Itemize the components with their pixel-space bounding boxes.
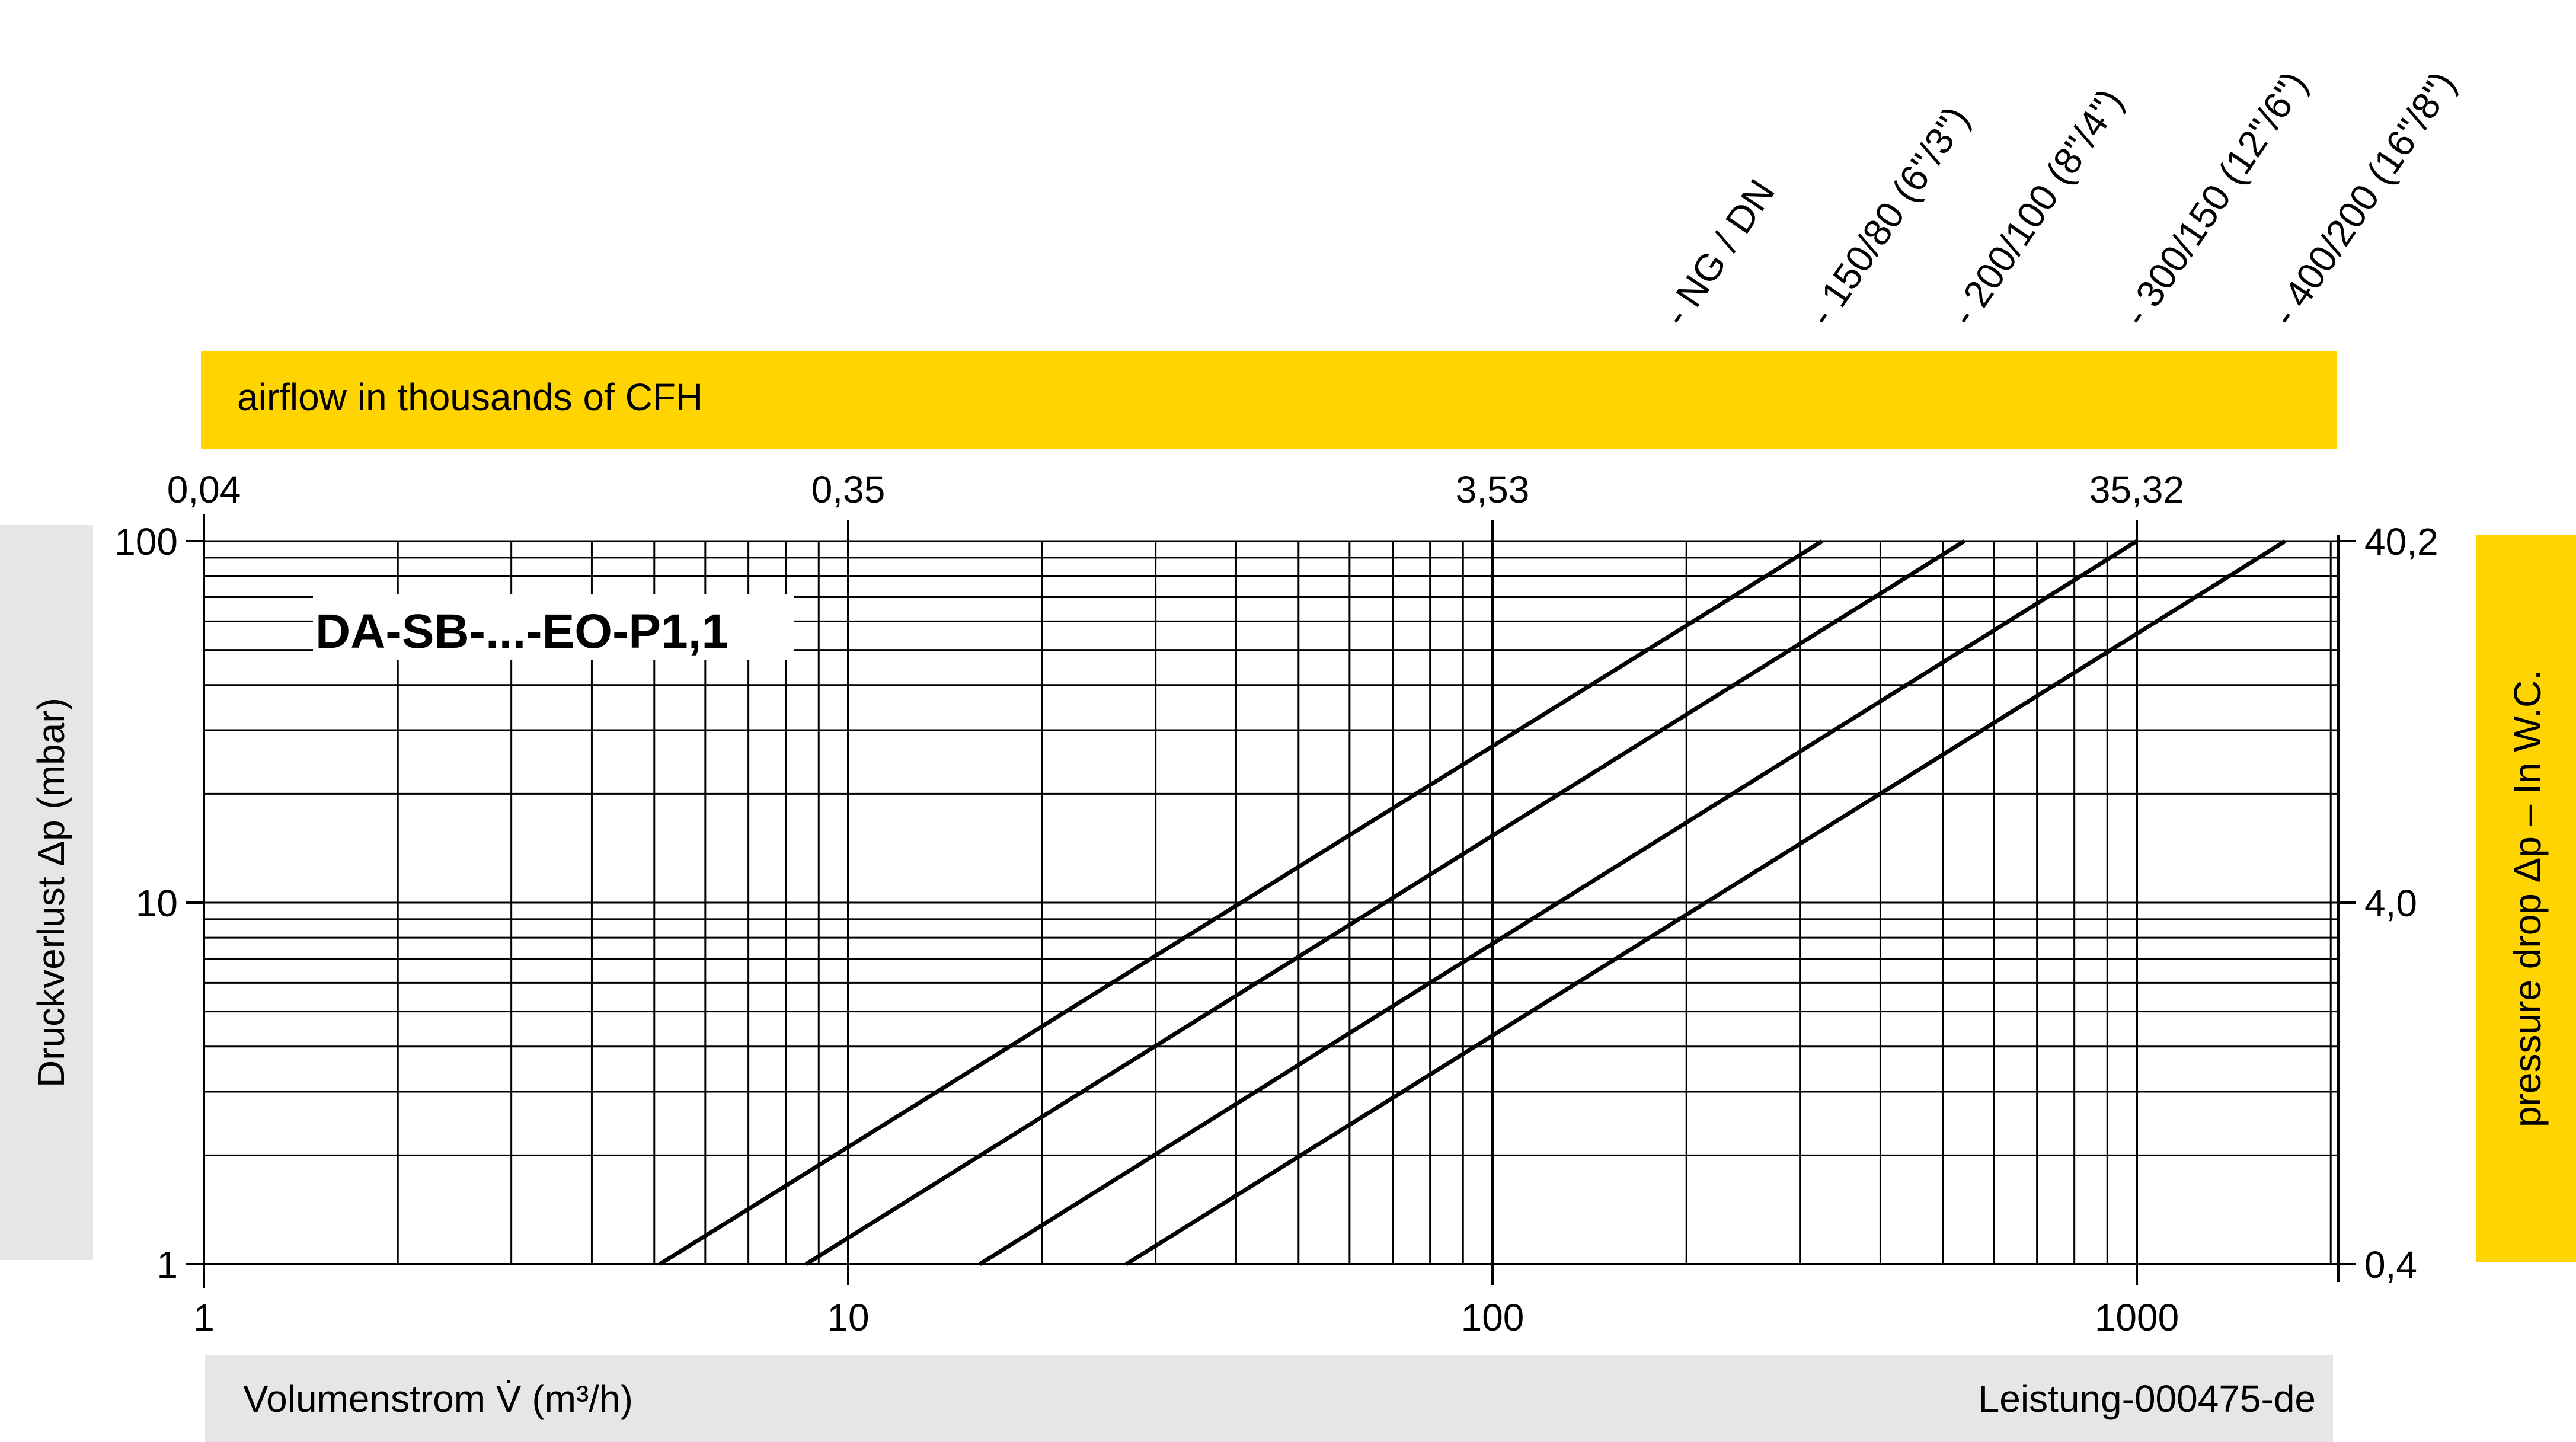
- series-lines: [659, 539, 2287, 1266]
- series-line: [1125, 539, 2287, 1266]
- y-tick-label: 1: [156, 1243, 178, 1286]
- x-tick-label: 1000: [2095, 1296, 2179, 1339]
- y-axis-title: Druckverlust Δp (mbar): [30, 698, 72, 1088]
- x-tick-label: 10: [827, 1296, 869, 1339]
- legend: - NG / DN - 150/80 (6"/3")- 200/100 (8"/4…: [1654, 63, 2464, 333]
- top-airflow-label: airflow in thousands of CFH: [237, 376, 703, 418]
- series-line: [979, 539, 2138, 1266]
- chart-title: DA-SB-...-EO-P1,1: [315, 605, 728, 658]
- top-airflow-band: [201, 351, 2337, 449]
- y2-tick-label: 4,0: [2364, 882, 2417, 925]
- footer-label: Leistung-000475-de: [1979, 1377, 2316, 1420]
- x2-tick-label: 3,53: [1456, 468, 1530, 511]
- y2-tick-label: 40,2: [2364, 520, 2438, 563]
- y-tick-label: 100: [114, 520, 178, 563]
- x2-tick-label: 0,35: [811, 468, 886, 511]
- bottom-axis-band: [205, 1355, 2333, 1442]
- y2-tick-label: 0,4: [2364, 1243, 2417, 1286]
- x2-tick-label: 0,04: [167, 468, 241, 511]
- tick-labels: 1 10 100 1000 0,04 0,35 3,53 35,32 1 10 100 0,4 4,0 4…: [114, 468, 2438, 1339]
- legend-header: - NG / DN: [1654, 172, 1783, 334]
- x-axis-title: Volumenstrom V̇ (m³/h): [243, 1377, 633, 1420]
- y2-axis-title: pressure drop Δp – In W.C.: [2506, 670, 2549, 1127]
- x-tick-label: 100: [1461, 1296, 1524, 1339]
- x2-tick-label: 35,32: [2089, 468, 2184, 511]
- left-axis-band: [0, 525, 93, 1260]
- series-line: [659, 539, 1824, 1266]
- y-tick-label: 10: [136, 882, 178, 925]
- right-axis-band: [2476, 535, 2576, 1262]
- x-tick-label: 1: [193, 1296, 215, 1339]
- axes: [186, 514, 2356, 1288]
- series-line: [804, 539, 1965, 1266]
- chart-title-box: [313, 594, 794, 660]
